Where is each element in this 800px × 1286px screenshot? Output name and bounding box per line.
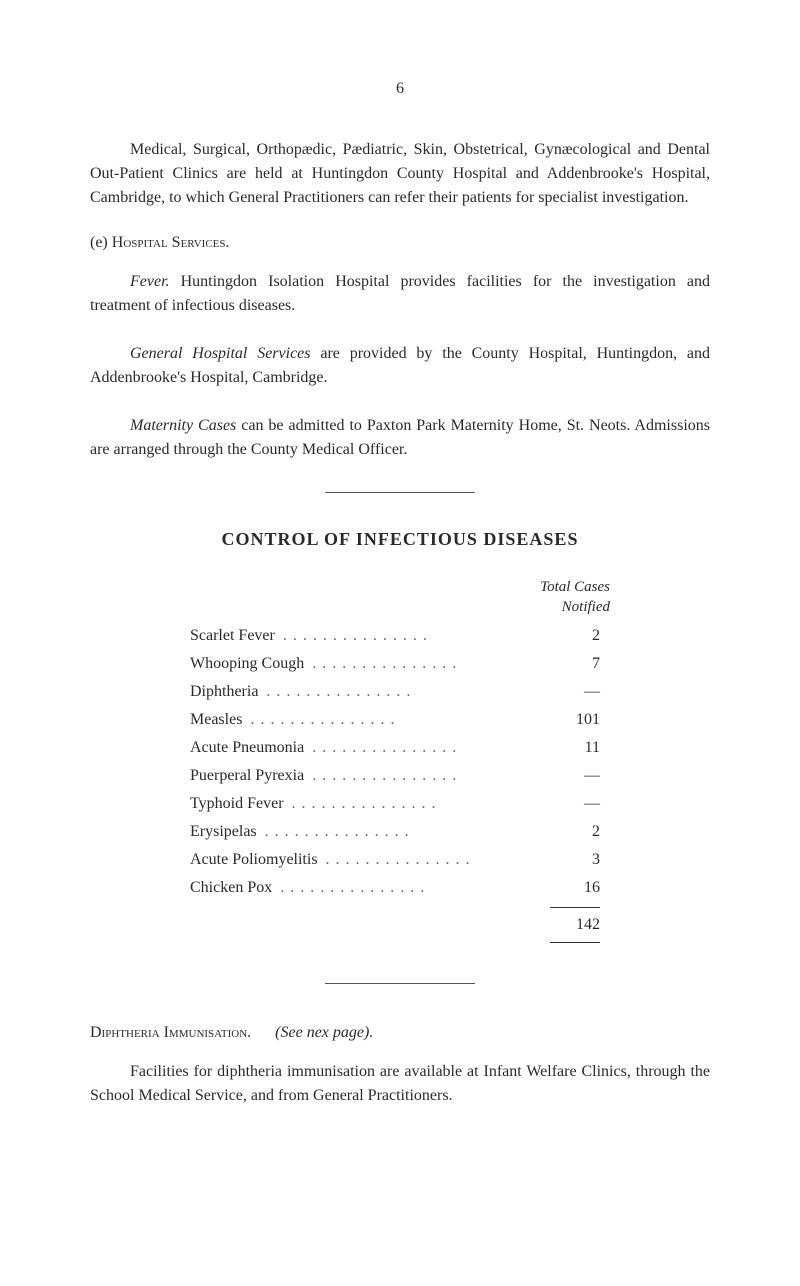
horizontal-rule — [325, 983, 475, 984]
disease-table: Total Cases Notified Scarlet Fever......… — [190, 578, 630, 943]
footer-paragraph: Facilities for diphtheria immunisation a… — [90, 1060, 710, 1108]
paragraph-lead: Maternity Cases — [130, 417, 236, 434]
total-rule — [550, 907, 600, 908]
disease-label: Scarlet Fever — [190, 627, 275, 645]
disease-label: Chicken Pox — [190, 879, 272, 897]
disease-label: Typhoid Fever — [190, 795, 284, 813]
paragraph-rest: Huntingdon Isolation Hospital provides f… — [90, 273, 710, 314]
page-number: 6 — [90, 80, 710, 98]
table-row: Acute Poliomyelitis...............3 — [190, 851, 630, 869]
disease-label: Acute Pneumonia — [190, 739, 304, 757]
disease-value: 101 — [570, 711, 630, 729]
paragraph-lead: General Hospital Services — [130, 345, 311, 362]
body-paragraph: General Hospital Services are provided b… — [90, 342, 710, 390]
footer-title: Diphtheria Immunisation. — [90, 1024, 251, 1041]
disease-value: 3 — [570, 851, 630, 869]
table-row: Acute Pneumonia...............11 — [190, 739, 630, 757]
section-heading: CONTROL OF INFECTIOUS DISEASES — [90, 529, 710, 550]
disease-label: Puerperal Pyrexia — [190, 767, 304, 785]
section-title-text: Hospital Services. — [112, 234, 230, 251]
leader-dots: ............... — [275, 627, 570, 645]
disease-label: Erysipelas — [190, 823, 257, 841]
disease-label: Diphtheria — [190, 683, 258, 701]
footer-section: Diphtheria Immunisation. (See nex page).… — [90, 1024, 710, 1108]
disease-label: Whooping Cough — [190, 655, 304, 673]
disease-value: — — [570, 767, 630, 785]
table-row: Diphtheria...............— — [190, 683, 630, 701]
disease-value: 2 — [570, 627, 630, 645]
disease-value: 2 — [570, 823, 630, 841]
disease-value: 7 — [570, 655, 630, 673]
leader-dots: ............... — [304, 655, 570, 673]
horizontal-rule — [325, 492, 475, 493]
table-row: Measles...............101 — [190, 711, 630, 729]
table-row: Whooping Cough...............7 — [190, 655, 630, 673]
disease-value: — — [570, 683, 630, 701]
footer-note: (See nex page). — [275, 1024, 373, 1041]
leader-dots: ............... — [284, 795, 570, 813]
table-header: Total Cases Notified — [190, 578, 630, 617]
table-row: Erysipelas...............2 — [190, 823, 630, 841]
section-marker: (e) — [90, 234, 108, 251]
disease-value: 11 — [570, 739, 630, 757]
total-value: 142 — [190, 916, 630, 934]
disease-label: Acute Poliomyelitis — [190, 851, 318, 869]
disease-value: — — [570, 795, 630, 813]
disease-label: Measles — [190, 711, 242, 729]
leader-dots: ............... — [318, 851, 570, 869]
leader-dots: ............... — [258, 683, 570, 701]
disease-value: 16 — [570, 879, 630, 897]
leader-dots: ............... — [272, 879, 570, 897]
spacer — [255, 1024, 271, 1041]
body-paragraph: Fever. Huntingdon Isolation Hospital pro… — [90, 270, 710, 318]
leader-dots: ............... — [242, 711, 570, 729]
section-label: (e) Hospital Services. — [90, 234, 710, 252]
table-row: Puerperal Pyrexia...............— — [190, 767, 630, 785]
footer-heading: Diphtheria Immunisation. (See nex page). — [90, 1024, 710, 1042]
leader-dots: ............... — [304, 767, 570, 785]
table-row: Chicken Pox...............16 — [190, 879, 630, 897]
table-row: Typhoid Fever...............— — [190, 795, 630, 813]
total-rule — [550, 942, 600, 943]
table-row: Scarlet Fever...............2 — [190, 627, 630, 645]
leader-dots: ............... — [257, 823, 570, 841]
table-header-line2: Notified — [562, 599, 610, 615]
body-paragraph: Maternity Cases can be admitted to Paxto… — [90, 414, 710, 462]
leader-dots: ............... — [304, 739, 570, 757]
body-paragraph: Medical, Surgical, Orthopædic, Pædiatric… — [90, 138, 710, 210]
paragraph-lead: Fever. — [130, 273, 170, 290]
table-header-line1: Total Cases — [540, 579, 610, 595]
